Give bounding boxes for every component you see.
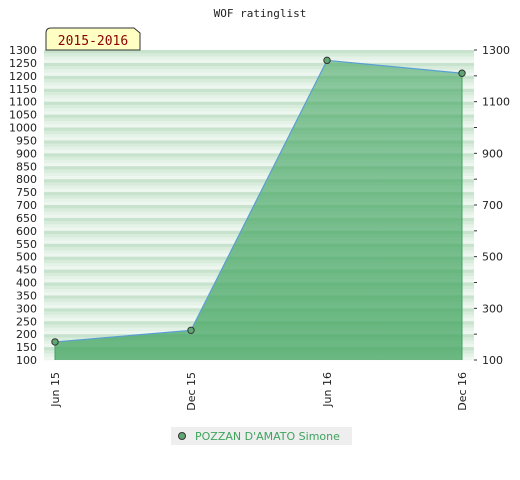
right-tick-label: 900 — [482, 147, 503, 160]
left-y-axis: 1001502002503003504004505005506006507007… — [9, 44, 37, 367]
background-band — [44, 101, 474, 115]
area-layer — [51, 56, 466, 360]
left-tick-label: 100 — [16, 354, 37, 367]
legend-marker-icon — [178, 432, 186, 440]
data-point[interactable] — [458, 69, 466, 77]
background-band — [44, 88, 474, 102]
left-tick-label: 950 — [16, 134, 37, 147]
right-tick-label: 100 — [482, 354, 503, 367]
left-tick-label: 1250 — [9, 57, 37, 70]
background-band — [44, 127, 474, 141]
left-tick-label: 900 — [16, 147, 37, 160]
right-tick-label: 1300 — [482, 44, 510, 57]
background-band — [44, 153, 474, 167]
left-tick-label: 1300 — [9, 44, 37, 57]
legend: POZZAN D'AMATO Simone — [171, 427, 352, 445]
left-tick-label: 250 — [16, 315, 37, 328]
data-point[interactable] — [51, 338, 59, 346]
background-band — [44, 62, 474, 77]
right-tick-label: 300 — [482, 302, 503, 315]
left-tick-label: 550 — [16, 238, 37, 251]
left-tick-label: 1150 — [9, 83, 37, 96]
background-band — [44, 140, 474, 154]
left-tick-label: 1000 — [9, 122, 37, 135]
left-tick-label: 600 — [16, 225, 37, 238]
left-tick-label: 1050 — [9, 109, 37, 122]
left-tick-label: 850 — [16, 160, 37, 173]
right-y-axis: 100 300 500 700 900 1100 1300 — [474, 44, 510, 367]
left-tick-label: 650 — [16, 212, 37, 225]
background-band — [44, 50, 474, 64]
left-tick-label: 800 — [16, 173, 37, 186]
x-axis: Jun 15 Dec 15 Jun 16 Dec 16 — [49, 372, 469, 411]
season-label: 2015-2016 — [58, 34, 128, 49]
left-tick-label: 200 — [16, 328, 37, 341]
left-tick-label: 150 — [16, 341, 37, 354]
x-tick-label: Dec 16 — [456, 372, 469, 411]
data-point[interactable] — [187, 326, 195, 334]
background-band — [44, 179, 474, 193]
left-tick-label: 1200 — [9, 70, 37, 83]
left-tick-label: 300 — [16, 302, 37, 315]
x-tick-label: Jun 16 — [321, 372, 334, 408]
season-badge: 2015-2016 — [45, 27, 141, 51]
background-band — [44, 166, 474, 180]
background-band — [44, 114, 474, 128]
chart-title: WOF ratinglist — [214, 7, 307, 20]
left-tick-label: 500 — [16, 251, 37, 264]
right-tick-label: 500 — [482, 251, 503, 264]
left-tick-label: 750 — [16, 186, 37, 199]
left-tick-label: 450 — [16, 264, 37, 277]
left-tick-label: 1100 — [9, 96, 37, 109]
series-area — [55, 60, 462, 360]
left-tick-label: 350 — [16, 289, 37, 302]
data-point[interactable] — [323, 56, 331, 65]
x-tick-label: Dec 15 — [185, 372, 198, 411]
left-tick-label: 400 — [16, 277, 37, 290]
background-band — [44, 75, 474, 90]
left-tick-label: 700 — [16, 199, 37, 212]
right-tick-label: 1100 — [482, 96, 510, 109]
right-tick-label: 700 — [482, 199, 503, 212]
series-line — [54, 59, 463, 343]
x-tick-label: Jun 15 — [49, 372, 62, 408]
legend-series-label: POZZAN D'AMATO Simone — [195, 429, 340, 443]
